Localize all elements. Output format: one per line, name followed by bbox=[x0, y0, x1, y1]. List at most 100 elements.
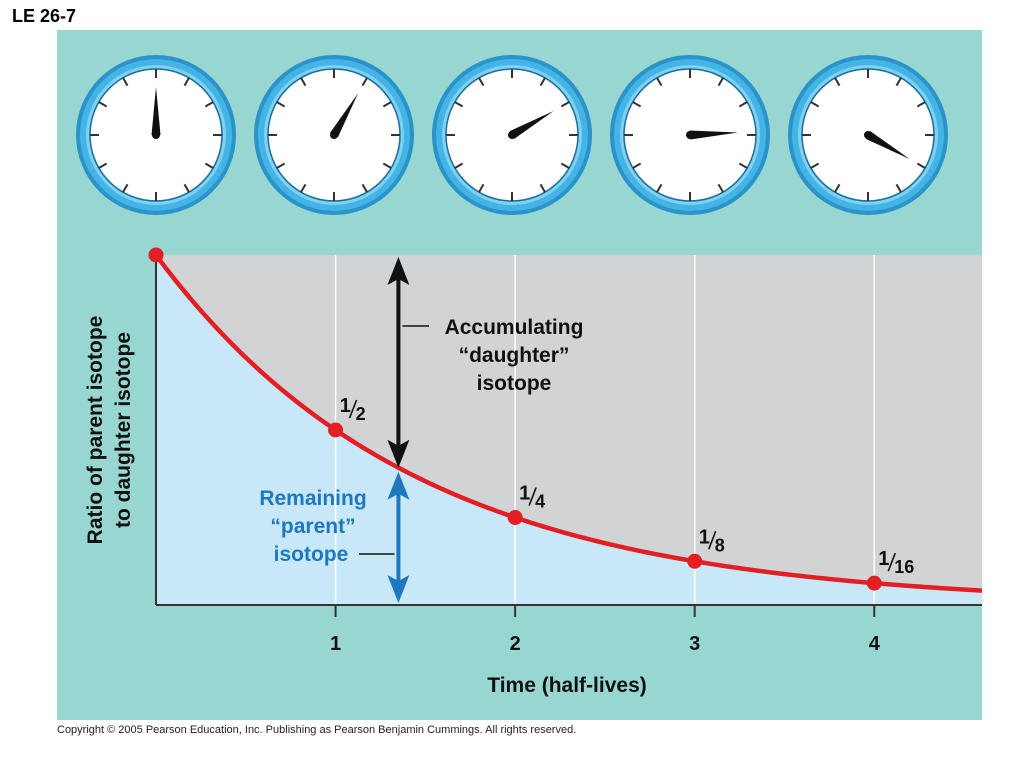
data-point bbox=[507, 510, 523, 525]
fraction-denominator: 2 bbox=[356, 404, 366, 424]
clock-center bbox=[686, 131, 694, 139]
parent-annot-line-1: Remaining bbox=[259, 487, 366, 510]
parent-arrow-head-up bbox=[387, 471, 410, 500]
point-labels: 1 21 41 81 16 bbox=[340, 395, 915, 577]
fraction-denominator: 16 bbox=[894, 557, 914, 577]
parent-arrow-head-down bbox=[387, 575, 410, 603]
clock-tick bbox=[738, 101, 748, 108]
fraction-label: 1 16 bbox=[878, 548, 914, 577]
clock-tick bbox=[738, 162, 748, 169]
clock-tick bbox=[810, 162, 820, 169]
clock-tick bbox=[361, 77, 368, 87]
isotope-arrows bbox=[359, 257, 429, 603]
clock-tick bbox=[300, 77, 307, 87]
clock-tick bbox=[632, 162, 642, 169]
clock-tick bbox=[560, 101, 570, 108]
daughter-region bbox=[156, 255, 982, 591]
y-axis-title-line-1: Ratio of parent isotope bbox=[84, 316, 107, 545]
fraction-slash bbox=[707, 530, 717, 550]
parent-region bbox=[156, 255, 982, 605]
clock-tick bbox=[300, 183, 307, 193]
fraction-slash bbox=[348, 399, 358, 419]
clock-tick bbox=[560, 162, 570, 169]
clock-tick bbox=[122, 183, 129, 193]
clock-tick bbox=[834, 77, 841, 87]
clock-center bbox=[508, 131, 516, 139]
clock-tick bbox=[834, 183, 841, 193]
fraction-numerator: 1 bbox=[340, 395, 351, 417]
clock-tick bbox=[204, 101, 214, 108]
clock-tick bbox=[183, 77, 190, 87]
clock-tick bbox=[204, 162, 214, 169]
clock-tick bbox=[478, 77, 485, 87]
clock-tick bbox=[361, 183, 368, 193]
fraction-slash bbox=[887, 552, 897, 572]
clock-tick bbox=[810, 101, 820, 108]
clock-tick bbox=[895, 183, 902, 193]
clock-hand bbox=[509, 111, 554, 139]
daughter-arrow-head-up bbox=[387, 257, 410, 285]
clock-tick bbox=[632, 101, 642, 108]
data-point bbox=[866, 575, 882, 591]
data-point bbox=[328, 422, 344, 438]
fraction-denominator: 8 bbox=[715, 535, 725, 555]
x-ticks: 1 2 3 4 bbox=[330, 605, 881, 655]
clock-tick bbox=[98, 162, 108, 169]
daughter-annot-line-1: Accumulating bbox=[445, 316, 584, 339]
data-point bbox=[687, 553, 703, 569]
clock-tick bbox=[454, 101, 464, 108]
clock-tick bbox=[916, 162, 926, 169]
clock-icon bbox=[610, 55, 770, 215]
clock-tick bbox=[916, 101, 926, 108]
clock-tick bbox=[656, 183, 663, 193]
daughter-annot-line-3: isotope bbox=[477, 372, 552, 395]
parent-annot-line-3: isotope bbox=[274, 543, 349, 566]
clock-tick bbox=[122, 77, 129, 87]
clock-center bbox=[864, 131, 872, 139]
clock-icon bbox=[432, 55, 592, 215]
clock-tick bbox=[454, 162, 464, 169]
x-tick-label: 4 bbox=[869, 633, 881, 655]
clock-icon bbox=[254, 55, 414, 215]
x-tick-label: 3 bbox=[689, 633, 700, 655]
daughter-annotation: Accumulating “daughter” isotope bbox=[445, 316, 584, 395]
clock-tick bbox=[539, 77, 546, 87]
clock-tick bbox=[276, 101, 286, 108]
clock-tick bbox=[276, 162, 286, 169]
clock-center bbox=[330, 131, 338, 139]
clock-row bbox=[76, 55, 948, 215]
clock-tick bbox=[895, 77, 902, 87]
x-tick-label: 2 bbox=[510, 633, 521, 655]
clock-tick bbox=[382, 101, 392, 108]
fraction-denominator: 4 bbox=[535, 492, 545, 512]
clock-hand bbox=[689, 130, 738, 140]
fraction-numerator: 1 bbox=[699, 526, 710, 548]
clock-tick bbox=[717, 77, 724, 87]
clock-tick bbox=[183, 183, 190, 193]
clock-tick bbox=[382, 162, 392, 169]
decay-curve bbox=[154, 253, 982, 593]
y-axis-title-line-2: to daughter isotope bbox=[112, 332, 135, 528]
clock-tick bbox=[656, 77, 663, 87]
clock-tick bbox=[98, 101, 108, 108]
fraction-numerator: 1 bbox=[878, 548, 889, 570]
clock-hand bbox=[151, 87, 161, 135]
fraction-numerator: 1 bbox=[519, 483, 530, 505]
data-point bbox=[148, 247, 164, 263]
clock-icon bbox=[76, 55, 236, 215]
daughter-arrow-head-down bbox=[387, 439, 410, 468]
fraction-slash bbox=[528, 487, 537, 506]
y-axis-title: Ratio of parent isotope to daughter isot… bbox=[84, 316, 135, 545]
clock-icon bbox=[788, 55, 948, 215]
data-points bbox=[148, 247, 882, 591]
parent-annot-line-2: “parent” bbox=[270, 515, 355, 538]
clock-tick bbox=[539, 183, 546, 193]
clock-center bbox=[152, 131, 160, 139]
clock-tick bbox=[478, 183, 485, 193]
clock-tick bbox=[717, 183, 724, 193]
parent-annotation: Remaining “parent” isotope bbox=[259, 487, 366, 566]
